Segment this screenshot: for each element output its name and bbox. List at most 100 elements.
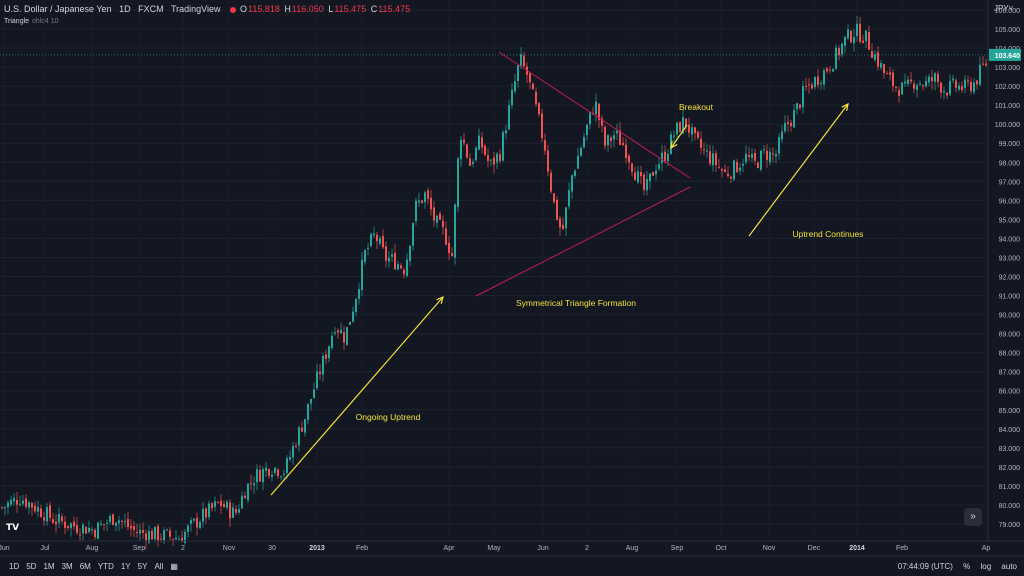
candle-body — [946, 92, 948, 96]
timeframe-button-5y[interactable]: 5Y — [137, 562, 148, 571]
candle-body — [184, 531, 186, 543]
candle-body — [331, 335, 333, 349]
timeframe-button-all[interactable]: All — [154, 562, 164, 571]
triangle-upper-line[interactable] — [498, 51, 691, 179]
candle-body — [901, 82, 903, 95]
candle-body — [379, 238, 381, 244]
candle-body — [907, 79, 909, 84]
candle-body — [166, 529, 168, 531]
candle-body — [922, 85, 924, 87]
symbol-name[interactable]: U.S. Dollar / Japanese Yen — [4, 4, 112, 14]
timeframe-button-1m[interactable]: 1M — [43, 562, 55, 571]
candle-body — [481, 137, 483, 148]
candle-body — [823, 70, 825, 85]
candle-body — [523, 55, 525, 67]
candle-body — [220, 500, 222, 506]
candle-body — [472, 161, 474, 164]
candle-body — [976, 80, 978, 85]
source-label: TradingView — [170, 4, 221, 14]
price-tick-label: 95.000 — [999, 217, 1021, 224]
price-tick-label: 84.000 — [999, 427, 1021, 434]
candle-body — [943, 91, 945, 93]
breakout-arrow[interactable] — [670, 124, 688, 149]
candle-body — [730, 176, 732, 179]
interval-label[interactable]: 1D — [119, 4, 131, 14]
candle-body — [700, 138, 702, 148]
ohlc-low-value: 115.475 — [334, 4, 367, 14]
candle-body — [418, 200, 420, 203]
last-price-tag[interactable] — [989, 48, 1021, 61]
candle-body — [199, 522, 201, 529]
candle-body — [835, 47, 837, 69]
candle-body — [742, 163, 744, 166]
candle-body — [343, 332, 345, 343]
time-tick-label: Feb — [356, 545, 368, 552]
candle-body — [376, 234, 378, 242]
candle-body — [622, 142, 624, 146]
candle-body — [106, 522, 108, 524]
scroll-to-realtime-button[interactable]: » — [964, 508, 982, 526]
price-tick-label: 93.000 — [999, 255, 1021, 262]
time-tick-label: Nov — [763, 545, 776, 552]
candle-body — [109, 515, 111, 522]
indicator-legend[interactable]: Triangle ohlc4 10 — [4, 18, 59, 25]
triangle-lower-line[interactable] — [475, 186, 691, 297]
price-tick-label: 81.000 — [999, 484, 1021, 491]
percent-toggle[interactable]: % — [963, 562, 971, 571]
candle-body — [115, 522, 117, 526]
candle-body — [85, 526, 87, 534]
utc-clock[interactable]: 07:44:09 (UTC) — [897, 562, 953, 571]
price-axis[interactable]: 79.000 80.000 81.000 82.000 83.000 84.000 85.0… — [0, 8, 1021, 529]
candle-body — [934, 73, 936, 82]
candle-body — [604, 126, 606, 146]
candle-body — [655, 170, 657, 175]
candle-body — [226, 501, 228, 508]
candle-body — [466, 144, 468, 158]
uptrend-continues-arrow-head — [841, 102, 849, 111]
candle-body — [601, 118, 603, 126]
drawings[interactable] — [270, 51, 849, 496]
candle-body — [898, 90, 900, 96]
candle-body — [895, 86, 897, 88]
candle-body — [70, 523, 72, 529]
candle-body — [436, 215, 438, 223]
candle-body — [874, 54, 876, 60]
candle-body — [349, 321, 351, 325]
candle-body — [37, 507, 39, 512]
candle-body — [22, 500, 24, 504]
time-axis[interactable]: Jun Jul Aug Sep 2 Nov 30 2013 Feb Apr May Jun 2 Aug Se… — [0, 545, 990, 552]
timeframe-button-5d[interactable]: 5D — [26, 562, 37, 571]
timeframe-button-ytd[interactable]: YTD — [97, 562, 114, 571]
timeframe-button-6m[interactable]: 6M — [79, 562, 91, 571]
candle-body — [766, 150, 768, 160]
currency-selector[interactable]: JPY˅ — [994, 4, 1013, 13]
timeframe-button-1d[interactable]: 1D — [9, 562, 20, 571]
timeframe-button-3m[interactable]: 3M — [61, 562, 73, 571]
uptrend-arrow[interactable] — [270, 296, 444, 496]
uptrend-continues-arrow[interactable] — [748, 103, 849, 237]
candle-body — [808, 84, 810, 86]
candle-body — [367, 247, 369, 249]
candle-body — [973, 82, 975, 93]
ohlc-high-label: H — [284, 4, 291, 14]
candle-body — [868, 32, 870, 50]
time-tick-label: Jul — [41, 545, 50, 552]
candle-body — [7, 502, 9, 508]
candle-body — [709, 151, 711, 164]
candle-body — [457, 158, 459, 207]
candle-body — [880, 63, 882, 68]
candle-body — [955, 80, 957, 88]
candle-body — [697, 131, 699, 138]
auto-toggle[interactable]: auto — [1001, 562, 1017, 571]
time-tick-label: Jun — [537, 545, 548, 552]
candle-body — [274, 467, 276, 473]
candle-body — [58, 514, 60, 523]
price-tick-label: 96.000 — [999, 198, 1021, 205]
candle-body — [856, 23, 858, 36]
timeframe-button-1y[interactable]: 1Y — [120, 562, 131, 571]
candle-body — [160, 538, 162, 540]
tradingview-logo-icon[interactable]: TV — [6, 523, 24, 535]
log-toggle[interactable]: log — [980, 562, 992, 571]
calendar-icon[interactable]: ▦ — [170, 562, 178, 571]
